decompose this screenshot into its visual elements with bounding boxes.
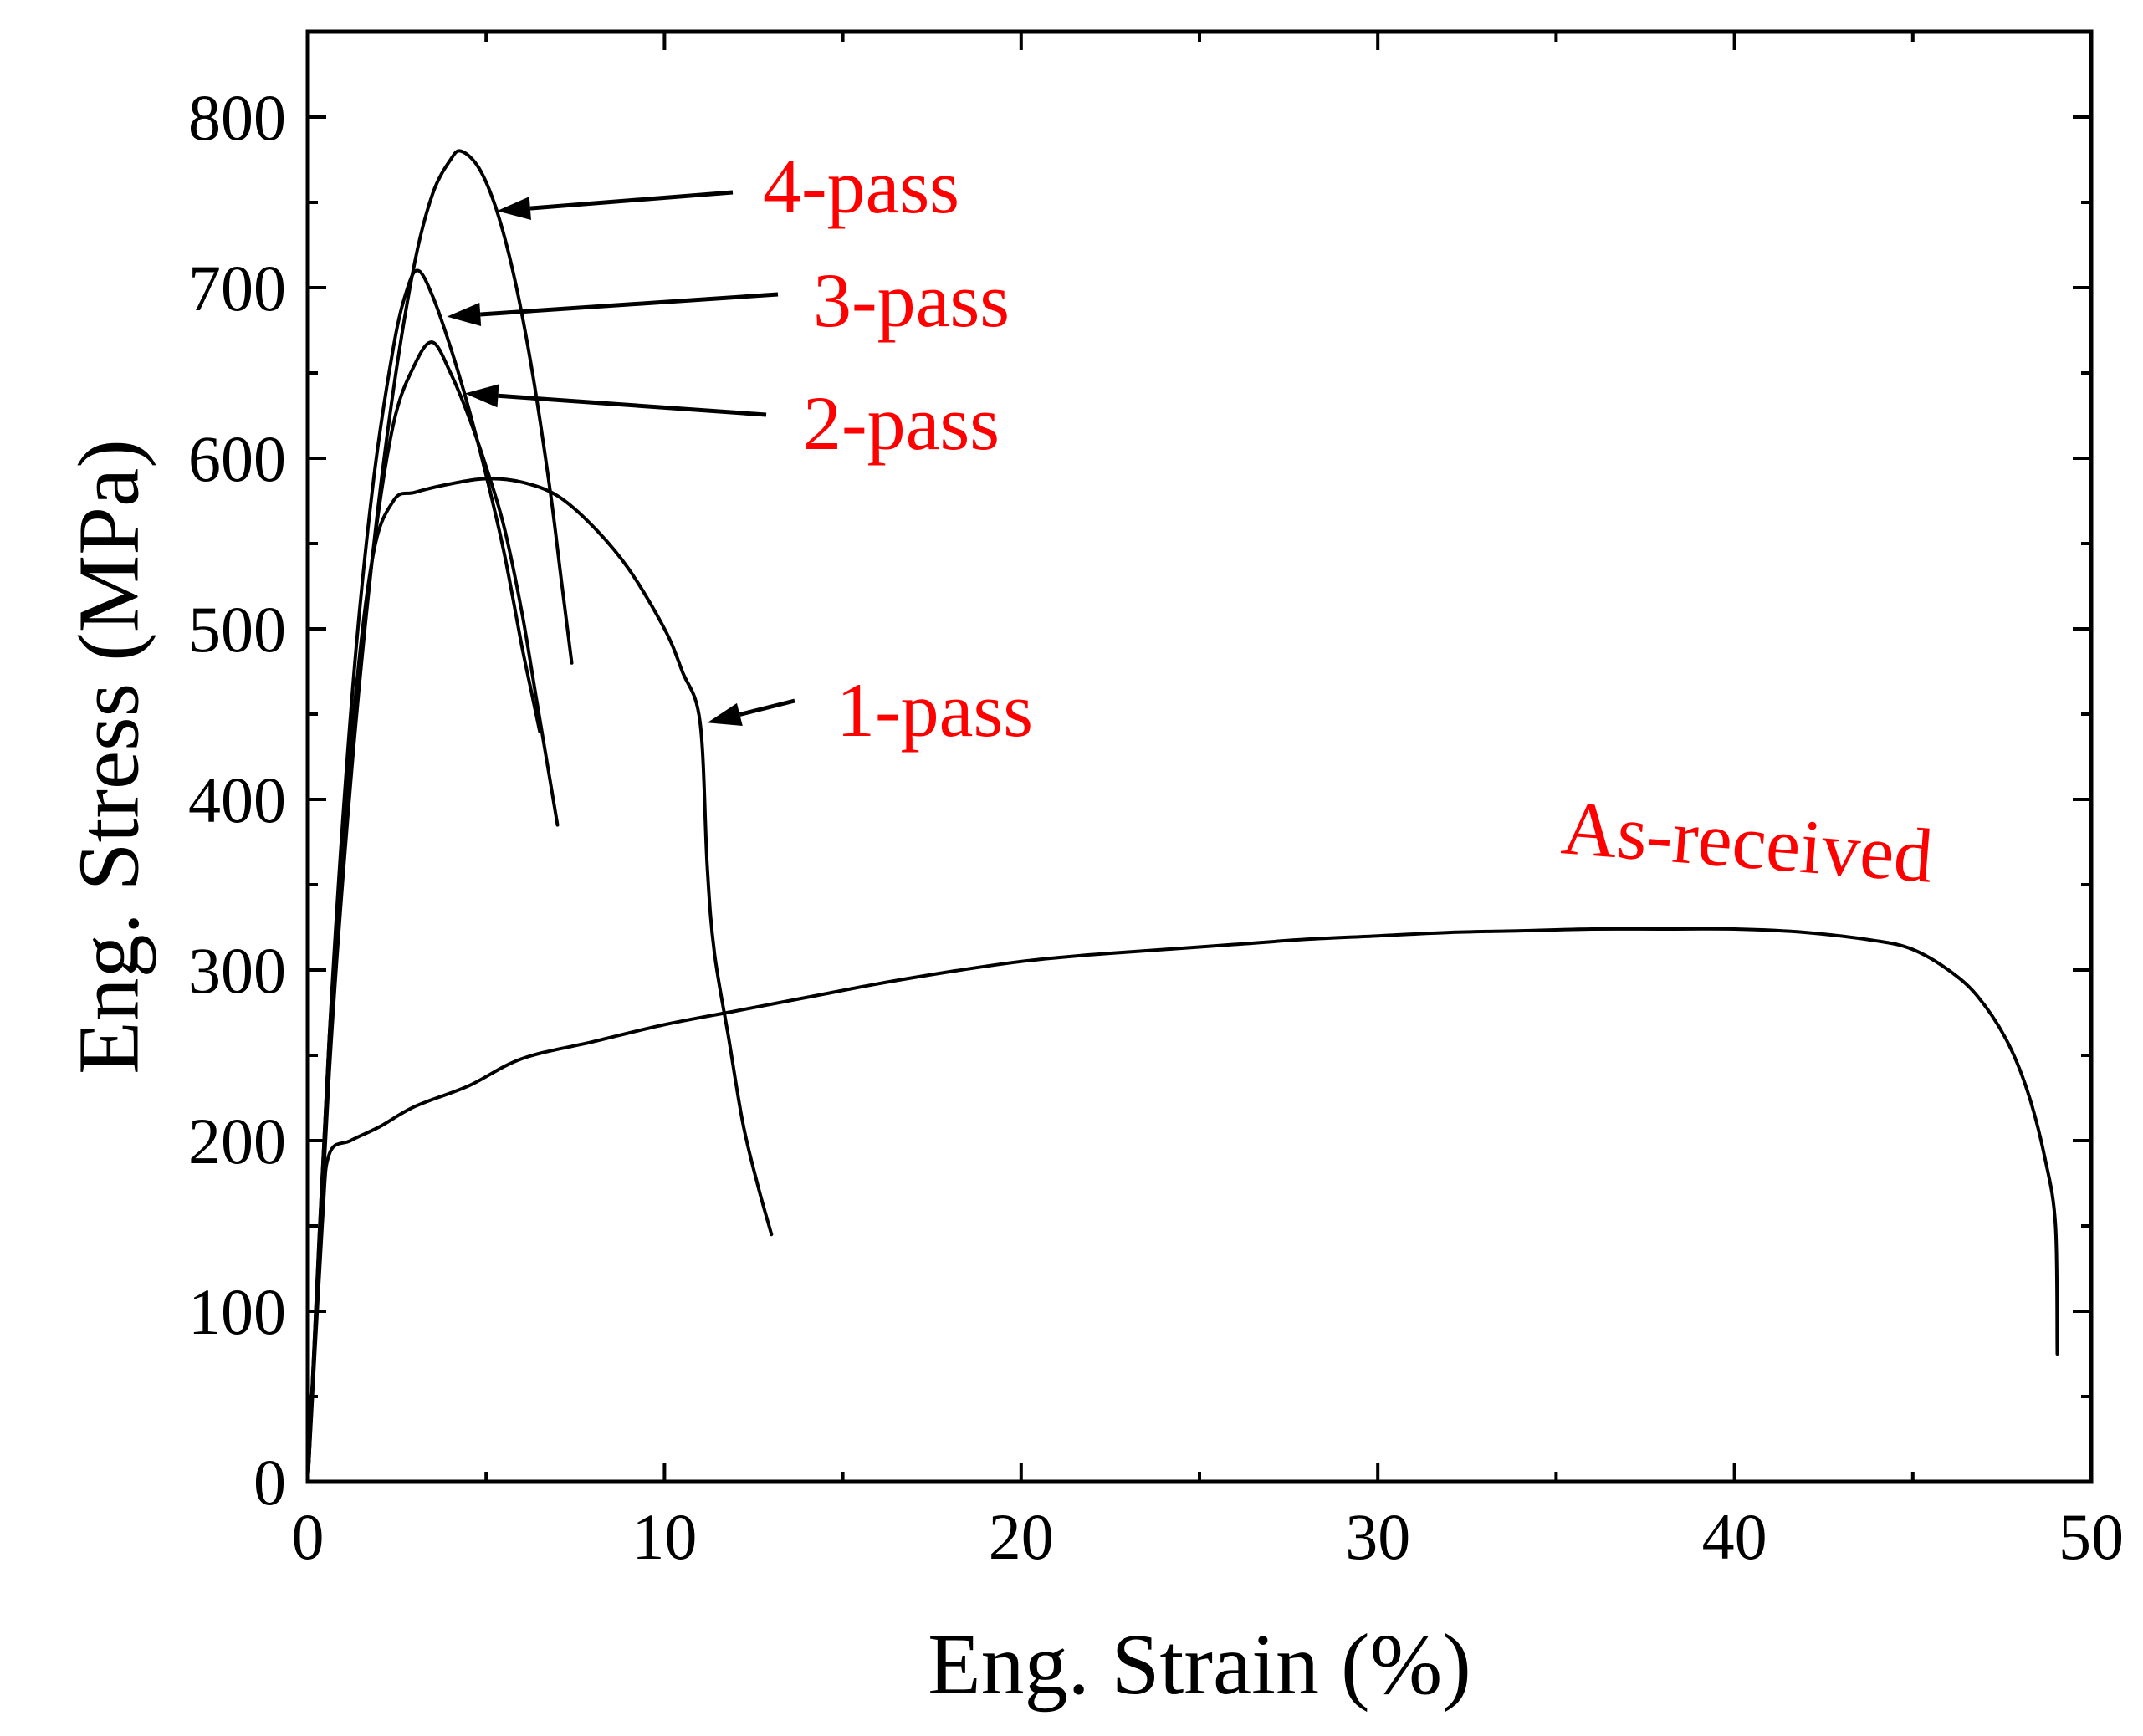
arrow-4-pass (529, 190, 734, 211)
x-tick-label: 20 (989, 1500, 1054, 1573)
arrow-1-pass (739, 698, 795, 717)
x-tick-label: 10 (632, 1500, 697, 1573)
series-label-1-pass: 1-pass (836, 667, 1033, 753)
y-tick-label: 800 (188, 81, 286, 154)
y-tick-label: 500 (188, 593, 286, 666)
series-curve-as-received (306, 927, 2059, 1483)
label-layer: 4-pass 3-pass 2-pass 1-pass As-received (763, 144, 1936, 899)
y-tick-label: 400 (188, 763, 286, 836)
series-label-as-received: As-received (1558, 784, 1936, 899)
curve-layer (306, 149, 2059, 1483)
series-curve-4-pass (306, 149, 574, 1483)
x-tick-label: 40 (1702, 1500, 1767, 1573)
series-curve-1-pass (306, 477, 774, 1483)
x-tick-label: 50 (2059, 1500, 2124, 1573)
arrowhead-4-pass (496, 197, 531, 221)
arrow-2-pass (498, 393, 767, 417)
y-tick-label: 600 (188, 422, 286, 495)
y-tick-label: 100 (188, 1275, 286, 1348)
y-tick-label: 700 (188, 252, 286, 324)
arrowhead-1-pass (707, 702, 743, 727)
series-label-4-pass: 4-pass (763, 144, 959, 229)
series-curve-2-pass (306, 340, 560, 1483)
x-tick-label: 30 (1345, 1500, 1410, 1573)
y-tick-label: 0 (253, 1446, 286, 1519)
y-axis-title: Eng. Stress (MPa) (61, 439, 157, 1075)
y-tick-label: 200 (188, 1105, 286, 1177)
arrowhead-3-pass (447, 303, 482, 326)
x-tick-label: 0 (292, 1500, 325, 1573)
arrow-3-pass (480, 292, 779, 317)
series-label-2-pass: 2-pass (803, 380, 1000, 466)
plot-frame-layer (305, 29, 2094, 1484)
arrow-layer (447, 190, 795, 727)
arrowhead-2-pass (464, 384, 499, 408)
series-label-3-pass: 3-pass (813, 258, 1010, 343)
plot-frame (305, 29, 2094, 1484)
x-axis-title: Eng. Strain (%) (928, 1616, 1471, 1713)
y-tick-label: 300 (188, 934, 286, 1007)
